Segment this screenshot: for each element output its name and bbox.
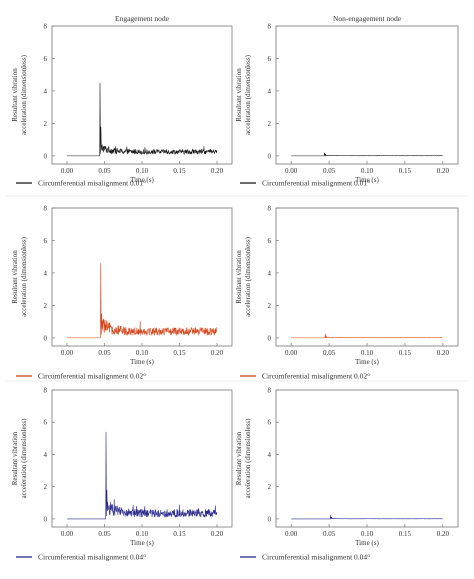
- legend-label: Circumferential misalignment 0.04°: [262, 553, 370, 562]
- legend-label: Circumferential misalignment 0.02°: [262, 372, 370, 381]
- x-axis-title: Time (s): [130, 539, 154, 547]
- series-line: [67, 82, 218, 157]
- series-line: [67, 263, 217, 339]
- y-tick-label: 6: [268, 419, 272, 427]
- y-axis-title: Resultant vibrationacceleration (dimensi…: [11, 418, 28, 499]
- y-tick-label: 2: [268, 120, 272, 128]
- x-tick-label: 0.15: [399, 530, 412, 538]
- chart-panel: 0 2 4 6 8 0.00 0.05 0.10 0.15 0.20 Time (s) Resulta…: [11, 205, 233, 381]
- legend-label: Circumferential misalignment 0.04°: [38, 553, 146, 562]
- legend-label: Circumferential misalignment 0.02°: [38, 372, 146, 381]
- y-axis-title: Resultant vibrationacceleration (dimensi…: [235, 54, 252, 135]
- x-tick-label: 0.10: [136, 349, 149, 357]
- x-tick-label: 0.05: [98, 530, 111, 538]
- x-tick-label: 0.20: [211, 167, 224, 175]
- chart-panel: Engagement node 0 2 4 6 8 0.00 0.05 0.10 0.15 0.20…: [11, 14, 233, 188]
- y-tick-label: 8: [268, 387, 272, 395]
- chart-panel: 0 2 4 6 8 0.00 0.05 0.10 0.15 0.20 Time (s) Resulta…: [11, 387, 233, 562]
- x-tick-label: 0.05: [98, 349, 111, 357]
- y-tick-label: 2: [44, 483, 48, 491]
- x-tick-label: 0.05: [323, 167, 336, 175]
- panel-title: Engagement node: [115, 14, 170, 23]
- y-axis-title: Resultant vibrationacceleration (dimensi…: [11, 236, 28, 317]
- y-tick-label: 2: [44, 120, 48, 128]
- y-axis-title: Resultant vibrationacceleration (dimensi…: [11, 54, 28, 135]
- x-tick-label: 0.10: [136, 530, 149, 538]
- y-tick-label: 0: [44, 152, 48, 160]
- x-axis-title: Time (s): [130, 358, 154, 366]
- x-tick-label: 0.20: [437, 349, 450, 357]
- chart-panel: 0 2 4 6 8 0.00 0.05 0.10 0.15 0.20 Time (s) Resulta…: [235, 205, 459, 381]
- plot-frame: [275, 389, 459, 528]
- y-tick-label: 0: [44, 334, 48, 342]
- x-tick-label: 0.10: [136, 167, 149, 175]
- x-tick-label: 0.20: [437, 530, 450, 538]
- chart-panel: Non-engagement node 0 2 4 6 8 0.00 0.05 0.10 0.15…: [235, 14, 459, 188]
- y-tick-label: 0: [268, 334, 272, 342]
- y-tick-label: 8: [44, 205, 48, 213]
- y-tick-label: 0: [268, 152, 272, 160]
- x-tick-label: 0.15: [399, 349, 412, 357]
- y-tick-label: 2: [268, 302, 272, 310]
- y-tick-label: 0: [44, 515, 48, 523]
- y-tick-label: 8: [44, 23, 48, 31]
- y-tick-label: 8: [268, 23, 272, 31]
- x-axis-title: Time (s): [355, 176, 379, 184]
- y-tick-label: 6: [268, 55, 272, 63]
- panel-title: Non-engagement node: [333, 14, 402, 23]
- x-tick-label: 0.15: [173, 349, 186, 357]
- plot-frame: [275, 207, 459, 347]
- x-tick-label: 0.10: [361, 530, 374, 538]
- y-tick-label: 6: [44, 55, 48, 63]
- x-tick-label: 0.10: [361, 349, 374, 357]
- y-tick-label: 4: [268, 269, 272, 277]
- x-axis-title: Time (s): [355, 539, 379, 547]
- y-tick-label: 8: [44, 387, 48, 395]
- x-tick-label: 0.00: [61, 167, 74, 175]
- x-tick-label: 0.05: [98, 167, 111, 175]
- legend-label: Circumferential misalignment 0.01°: [38, 179, 146, 188]
- y-tick-label: 4: [268, 87, 272, 95]
- x-axis-title: Time (s): [355, 358, 379, 366]
- x-tick-label: 0.15: [173, 530, 186, 538]
- x-tick-label: 0.20: [437, 167, 450, 175]
- y-tick-label: 6: [44, 419, 48, 427]
- plot-frame: [51, 389, 233, 528]
- x-tick-label: 0.20: [211, 530, 224, 538]
- x-tick-label: 0.15: [399, 167, 412, 175]
- y-tick-label: 4: [268, 451, 272, 459]
- x-tick-label: 0.05: [323, 530, 336, 538]
- x-tick-label: 0.20: [211, 349, 224, 357]
- y-tick-label: 4: [44, 451, 48, 459]
- y-tick-label: 2: [268, 483, 272, 491]
- plot-frame: [51, 207, 233, 347]
- y-tick-label: 8: [268, 205, 272, 213]
- plot-frame: [51, 25, 233, 165]
- y-tick-label: 0: [268, 515, 272, 523]
- x-tick-label: 0.05: [323, 349, 336, 357]
- y-tick-label: 4: [44, 269, 48, 277]
- x-tick-label: 0.00: [61, 530, 74, 538]
- series-line: [67, 431, 218, 520]
- y-tick-label: 6: [44, 237, 48, 245]
- x-tick-label: 0.00: [61, 349, 74, 357]
- x-tick-label: 0.00: [285, 349, 298, 357]
- y-tick-label: 2: [44, 302, 48, 310]
- y-tick-label: 4: [44, 87, 48, 95]
- legend-label: Circumferential misalignment 0.01°: [262, 179, 370, 188]
- series-line: [291, 152, 443, 157]
- x-tick-label: 0.00: [285, 167, 298, 175]
- x-tick-label: 0.10: [361, 167, 374, 175]
- x-tick-label: 0.15: [173, 167, 186, 175]
- chart-panel: 0 2 4 6 8 0.00 0.05 0.10 0.15 0.20 Time (s) Resulta…: [235, 387, 459, 562]
- plot-frame: [275, 25, 459, 165]
- y-axis-title: Resultant vibrationacceleration (dimensi…: [235, 236, 252, 317]
- y-tick-label: 6: [268, 237, 272, 245]
- y-axis-title: Resultant vibrationacceleration (dimensi…: [235, 418, 252, 499]
- series-line: [291, 333, 443, 339]
- x-tick-label: 0.00: [285, 530, 298, 538]
- x-axis-title: Time (s): [130, 176, 154, 184]
- series-line: [291, 514, 443, 520]
